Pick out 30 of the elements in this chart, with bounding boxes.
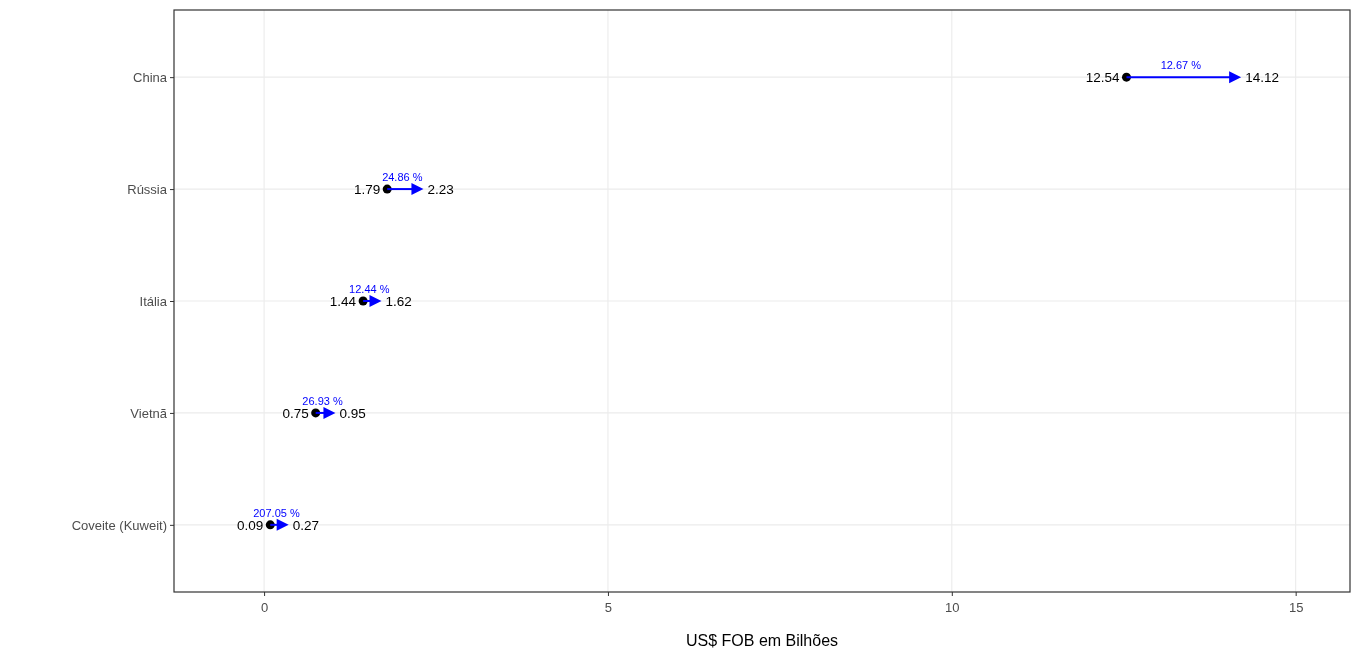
data-label: 1.44 (329, 293, 357, 309)
annotation: 26.93 % (302, 394, 343, 407)
data-label: 14.12 (1245, 69, 1279, 85)
data-label: 1.62 (385, 293, 412, 309)
data-label: 0.09 (237, 517, 264, 533)
x-tick-label: 0 (260, 600, 269, 615)
data-label: 12.54 (1085, 69, 1120, 85)
point (369, 295, 382, 307)
point (276, 518, 289, 531)
data-label: 0.75 (282, 405, 309, 421)
data-label: 2.23 (427, 181, 454, 197)
x-tick-label: 15 (1288, 600, 1304, 615)
y-tick-label: Rússia (127, 181, 168, 197)
point (1229, 71, 1242, 84)
x-axis-title: US$ FOB em Bilhões (685, 632, 839, 649)
y-tick-label: Itália (139, 293, 168, 309)
annotation: 24.86 % (382, 171, 423, 184)
data-label: 0.95 (339, 405, 366, 421)
annotation: 12.67 % (1160, 59, 1202, 72)
y-tick-label: Vietnã (130, 405, 168, 421)
point (323, 406, 336, 419)
x-tick-label: 10 (945, 600, 960, 615)
y-tick-label: Coveite (Kuweit) (71, 517, 167, 533)
annotation: 207.05 % (253, 506, 300, 519)
data-label: 1.79 (353, 181, 381, 197)
annotation: 12.44 % (349, 283, 390, 295)
data-label: 0.27 (292, 517, 319, 533)
y-tick-label: China (133, 69, 168, 85)
x-tick-label: 5 (604, 600, 613, 615)
point (411, 183, 424, 196)
